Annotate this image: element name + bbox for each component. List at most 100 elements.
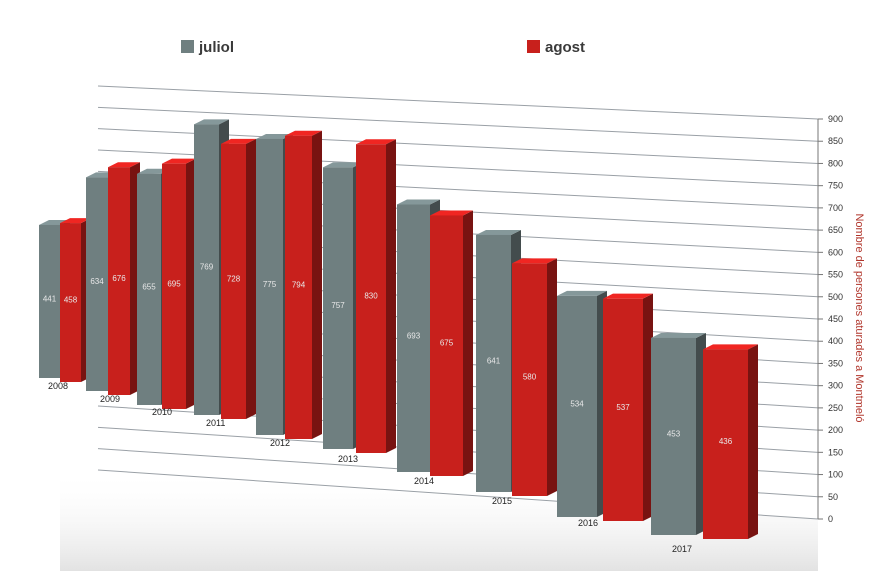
bar-agost-2011: 728 bbox=[221, 138, 256, 420]
x-tick-label: 2012 bbox=[270, 438, 290, 448]
x-axis-labels: 2008 2009 2010 2011 2012 2013 2014 2015 2016 2017 bbox=[48, 381, 692, 554]
value-label: 794 bbox=[292, 280, 306, 289]
bar-agost-2015: 580 bbox=[512, 258, 557, 496]
bar-agost-2014-side bbox=[463, 210, 473, 476]
y-tick-label: 500 bbox=[828, 292, 843, 302]
bar-juliol-2016-front bbox=[557, 295, 597, 517]
legend: juliol agost bbox=[181, 39, 585, 56]
value-label: 675 bbox=[440, 339, 454, 348]
bar-juliol-2010-front bbox=[137, 173, 161, 405]
legend-swatch-agost bbox=[527, 40, 540, 53]
bar-juliol-2013-front bbox=[323, 167, 353, 449]
value-label: 441 bbox=[43, 294, 57, 303]
bar-juliol-2015-front bbox=[476, 234, 511, 493]
gridline bbox=[97, 85, 819, 120]
y-tick-label: 850 bbox=[828, 136, 843, 146]
x-tick-label: 2017 bbox=[672, 544, 692, 554]
y-tick-label: 50 bbox=[828, 492, 838, 502]
bar-agost-2015-side bbox=[547, 258, 557, 496]
bar-agost-2010-side bbox=[186, 158, 196, 409]
y-tick-label: 750 bbox=[828, 181, 843, 191]
value-label: 775 bbox=[263, 280, 277, 289]
y-tick-label: 700 bbox=[828, 203, 843, 213]
value-label: 830 bbox=[364, 292, 378, 301]
bar-juliol-2017-front bbox=[651, 337, 696, 535]
value-label: 453 bbox=[667, 429, 681, 438]
y-tick-label: 350 bbox=[828, 358, 843, 368]
bar-agost-2011-side bbox=[246, 138, 256, 420]
value-label: 641 bbox=[487, 356, 501, 365]
value-label: 580 bbox=[523, 373, 537, 382]
legend-label-juliol: juliol bbox=[198, 39, 234, 56]
bar-agost-2017-top bbox=[703, 344, 758, 350]
value-label: 676 bbox=[112, 274, 126, 283]
bar-agost-2014-front bbox=[430, 215, 463, 476]
bar-agost-2009-front bbox=[108, 167, 130, 395]
value-label: 769 bbox=[200, 263, 214, 272]
bar-agost-2012-top bbox=[285, 130, 322, 136]
y-tick-label: 900 bbox=[828, 114, 843, 124]
bar-juliol-2012-top bbox=[256, 133, 293, 139]
bar-juliol-2017-top bbox=[651, 332, 706, 338]
bar-juliol-2014-front bbox=[397, 204, 430, 472]
y-tick-label: 450 bbox=[828, 314, 843, 324]
bar-agost-2013-top bbox=[356, 139, 396, 145]
x-tick-label: 2016 bbox=[578, 518, 598, 528]
bar-agost-2009-top bbox=[108, 162, 140, 168]
bar-agost-2010-top bbox=[162, 158, 196, 164]
bar-agost-2008-front bbox=[60, 223, 81, 382]
y-axis-ticks: 0 50 100 150 200 250 300 350 400 450 500 550 600 650 7… bbox=[817, 114, 843, 524]
bar-juliol-2013-top bbox=[323, 162, 363, 168]
bar-agost-2012-side bbox=[312, 130, 322, 439]
bar-agost-2017-side bbox=[748, 344, 758, 539]
legend-swatch-juliol bbox=[181, 40, 194, 53]
x-tick-label: 2013 bbox=[338, 454, 358, 464]
bar-juliol-2008-front bbox=[39, 224, 60, 378]
bar-agost-2015-top bbox=[512, 258, 557, 264]
floor-shadow bbox=[60, 470, 818, 571]
y-tick-label: 800 bbox=[828, 158, 843, 168]
y-axis-title: Nombre de persones aturades a Montmeló bbox=[853, 213, 865, 422]
x-tick-label: 2009 bbox=[100, 394, 120, 404]
value-label: 693 bbox=[407, 331, 421, 340]
y-tick-label: 650 bbox=[828, 225, 843, 235]
bar-juliol-2014-top bbox=[397, 199, 440, 205]
bar-agost-2013-front bbox=[356, 144, 386, 454]
y-tick-label: 150 bbox=[828, 447, 843, 457]
bar-agost-2016: 537 bbox=[603, 293, 653, 521]
bar-agost-2010: 695 bbox=[162, 158, 196, 409]
x-tick-label: 2010 bbox=[152, 407, 172, 417]
value-label: 534 bbox=[570, 399, 584, 408]
x-tick-label: 2015 bbox=[492, 496, 512, 506]
y-tick-label: 300 bbox=[828, 381, 843, 391]
y-tick-label: 250 bbox=[828, 403, 843, 413]
value-label: 757 bbox=[331, 301, 345, 310]
x-tick-label: 2011 bbox=[206, 418, 225, 428]
bar-juliol-2016: 534 bbox=[557, 290, 607, 517]
x-tick-label: 2008 bbox=[48, 381, 68, 391]
bar-agost-2016-front bbox=[603, 298, 643, 521]
bar-agost-2012-front bbox=[285, 135, 312, 439]
bar-agost-2008-top bbox=[60, 218, 91, 224]
bar-juliol-2009-front bbox=[86, 177, 108, 391]
bar-agost-2014-top bbox=[430, 210, 473, 216]
bar-agost-2015-front bbox=[512, 263, 547, 496]
bar-agost-2017: 436 bbox=[703, 344, 758, 539]
value-label: 436 bbox=[719, 437, 733, 446]
bar-juliol-2011-top bbox=[194, 119, 229, 125]
bar-agost-2014: 675 bbox=[430, 210, 473, 476]
value-label: 458 bbox=[64, 296, 78, 305]
y-tick-label: 200 bbox=[828, 425, 843, 435]
bar-agost-2017-front bbox=[703, 349, 748, 539]
bar-agost-2011-top bbox=[221, 138, 256, 144]
value-label: 695 bbox=[167, 279, 181, 288]
bar-agost-2016-top bbox=[603, 293, 653, 299]
bar-agost-2013-side bbox=[386, 139, 396, 454]
bar-agost-2009: 676 bbox=[108, 162, 140, 395]
legend-label-agost: agost bbox=[545, 39, 585, 56]
bars: 441 458 634 676 655 695 769 728 775 794 757 830 693 6… bbox=[39, 119, 758, 539]
bar-juliol-2015-top bbox=[476, 229, 521, 235]
bar-agost-2012: 794 bbox=[285, 130, 322, 439]
x-tick-label: 2014 bbox=[414, 476, 434, 486]
